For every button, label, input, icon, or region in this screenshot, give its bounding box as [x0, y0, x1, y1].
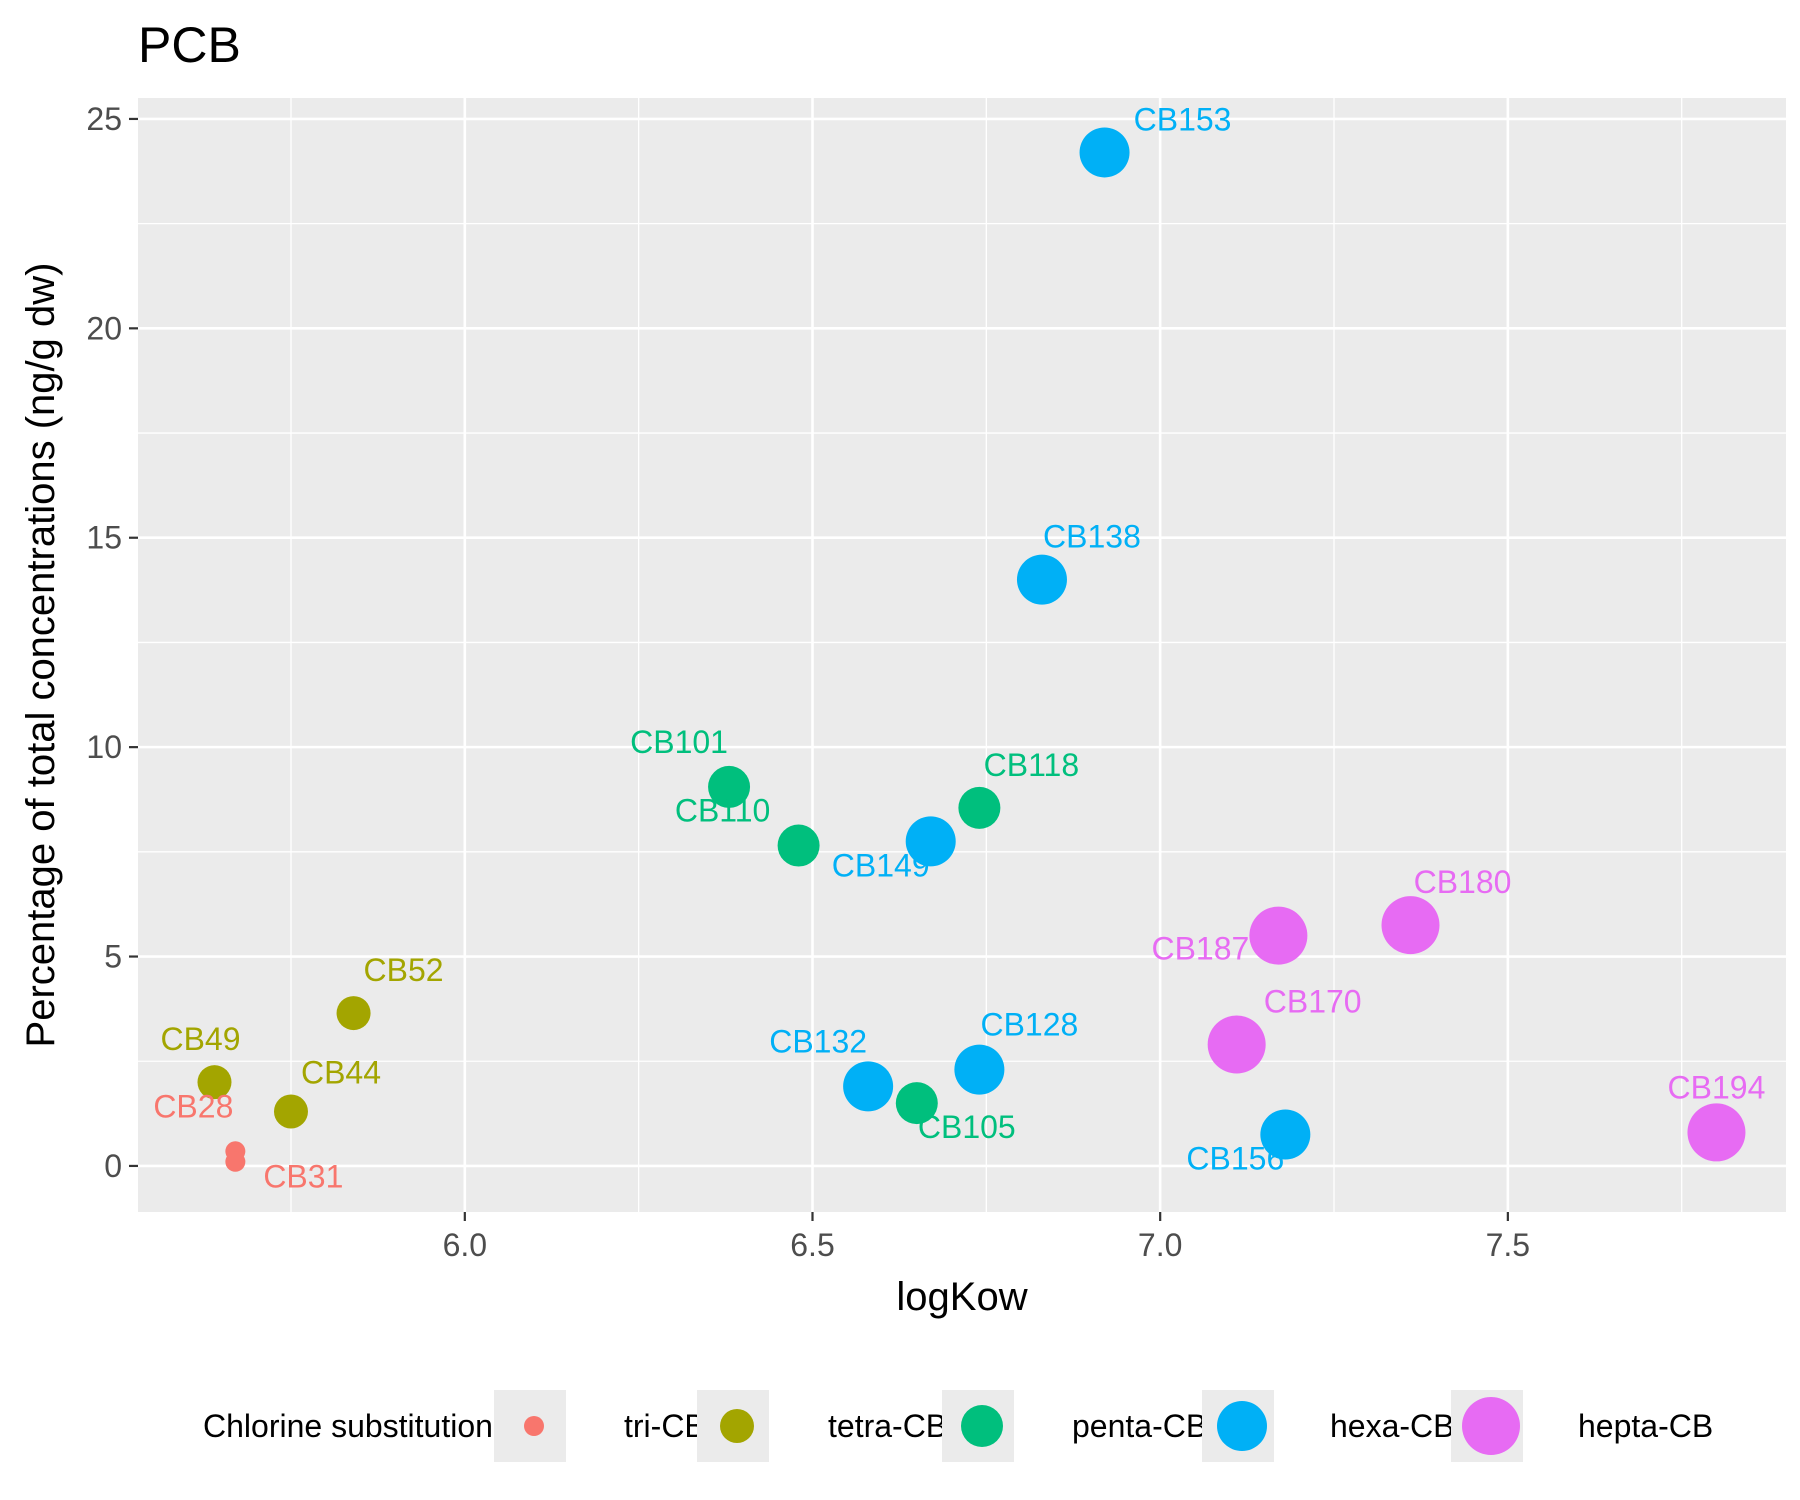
- point-label: CB49: [160, 1021, 240, 1057]
- y-tick-label: 5: [104, 939, 122, 975]
- point-label: CB128: [980, 1007, 1078, 1043]
- x-axis: 6.0 6.5 7.0 7.5: [443, 1212, 1530, 1263]
- data-point: [1260, 1109, 1311, 1160]
- legend-key-swatch: [1462, 1397, 1520, 1455]
- legend-label: tetra-CB: [828, 1408, 947, 1444]
- legend-label: hexa-CB: [1330, 1408, 1455, 1444]
- data-points: [197, 127, 1746, 1172]
- data-point: [1016, 554, 1067, 605]
- point-label: CB52: [364, 952, 444, 988]
- data-point: [777, 824, 820, 867]
- y-tick-label: 0: [104, 1148, 122, 1184]
- data-point: [954, 1044, 1005, 1095]
- legend-label: penta-CB: [1072, 1408, 1207, 1444]
- legend-label: hepta-CB: [1578, 1408, 1713, 1444]
- x-tick-label: 7.5: [1486, 1227, 1530, 1263]
- y-tick-label: 20: [86, 310, 122, 346]
- major-gridlines: [138, 98, 1786, 1212]
- legend-label: tri-CB: [624, 1408, 706, 1444]
- data-point: [843, 1061, 894, 1112]
- point-label: CB132: [769, 1023, 867, 1059]
- legend-key-swatch: [1217, 1401, 1267, 1451]
- data-point: [1079, 127, 1130, 178]
- point-label: CB28: [153, 1088, 233, 1124]
- data-point: [336, 996, 371, 1031]
- data-point: [895, 1082, 938, 1125]
- x-axis-title: logKow: [896, 1275, 1027, 1319]
- point-label: CB101: [630, 724, 728, 760]
- point-label: CB110: [675, 793, 770, 829]
- point-label: CB44: [301, 1054, 381, 1090]
- legend-key-swatch: [720, 1409, 754, 1443]
- point-label: CB156: [1186, 1141, 1284, 1177]
- chart-title: PCB: [138, 17, 241, 73]
- point-labels: CB28 CB31 CB49 CB44 CB52 CB101 CB110 CB118 CB105…: [153, 101, 1765, 1194]
- point-label: CB105: [918, 1109, 1016, 1145]
- data-point: [708, 765, 751, 808]
- x-tick-label: 7.0: [1138, 1227, 1182, 1263]
- plot-panel: [138, 98, 1786, 1212]
- y-tick-label: 10: [86, 729, 122, 765]
- legend: Chlorine substitution tri-CB tetra-CB pent…: [203, 1390, 1713, 1462]
- data-point: [1687, 1103, 1746, 1162]
- data-point: [197, 1065, 232, 1100]
- y-axis: 0 5 10 15 20 25: [86, 101, 138, 1184]
- x-tick-label: 6.0: [443, 1227, 487, 1263]
- point-label: CB194: [1668, 1069, 1766, 1105]
- point-label: CB118: [984, 747, 1079, 783]
- legend-title: Chlorine substitution: [203, 1408, 493, 1444]
- point-label: CB138: [1043, 519, 1141, 555]
- point-label: CB180: [1414, 864, 1512, 900]
- y-tick-label: 25: [86, 101, 122, 137]
- point-label: CB170: [1264, 983, 1362, 1019]
- point-label: CB187: [1151, 931, 1249, 967]
- point-label: CB153: [1134, 101, 1232, 137]
- data-point: [225, 1151, 246, 1172]
- legend-key-swatch: [961, 1405, 1003, 1447]
- x-tick-label: 6.5: [790, 1227, 834, 1263]
- data-point: [1249, 906, 1308, 965]
- data-point: [1381, 896, 1440, 955]
- legend-key-swatch: [524, 1416, 544, 1436]
- point-label: CB31: [263, 1159, 343, 1195]
- data-point: [273, 1094, 308, 1129]
- y-tick-label: 15: [86, 520, 122, 556]
- data-point: [905, 816, 956, 867]
- data-point: [958, 786, 1001, 829]
- data-point: [1207, 1015, 1266, 1074]
- y-axis-title: Percentage of total concentrations (ng/g…: [19, 263, 63, 1048]
- point-label: CB149: [832, 847, 930, 883]
